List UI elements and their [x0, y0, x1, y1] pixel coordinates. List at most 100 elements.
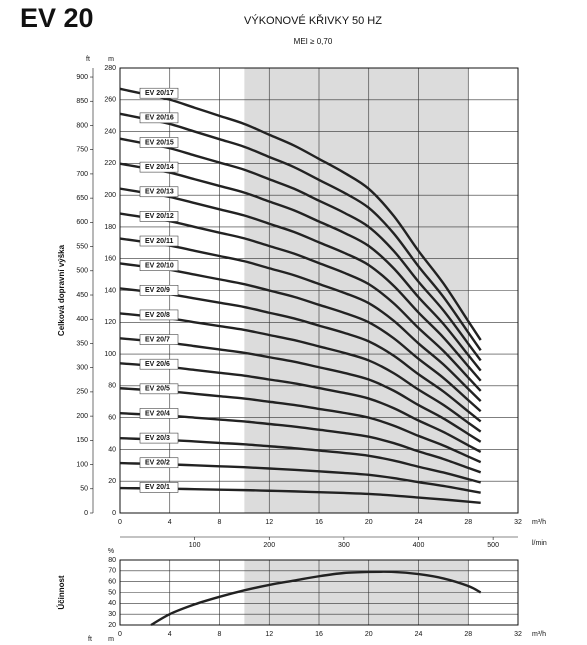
series-line [119, 486, 481, 505]
series-line [119, 411, 482, 474]
x-tick-label: 4 [168, 519, 172, 526]
series-label-box [139, 482, 179, 493]
y-tick-label: 60 [108, 414, 116, 421]
x-tick-label: 8 [218, 519, 222, 526]
series-label: EV 20/12 [145, 213, 174, 220]
x-tick-label: 8 [218, 631, 222, 638]
y-tick-label: 200 [104, 192, 116, 199]
series-label-box [139, 260, 179, 271]
y-tick-label: 20 [108, 478, 116, 485]
y2-tick-label: 600 [76, 219, 88, 226]
y2-tick-label: 50 [80, 486, 88, 493]
x-tick-label: 28 [464, 631, 472, 638]
y2-tick-label: 900 [76, 74, 88, 81]
y-tick-label: 180 [104, 224, 116, 231]
y2-tick-label: 350 [76, 340, 88, 347]
series-label: EV 20/13 [145, 189, 174, 196]
y2-tick-label: 800 [76, 122, 88, 129]
series-label-box [139, 211, 179, 222]
y2-tick-label: 0 [84, 510, 88, 517]
y-tick-label: 80 [108, 383, 116, 390]
series-line [119, 237, 482, 402]
y2-tick-label: 150 [76, 437, 88, 444]
y2-tick-label: 250 [76, 389, 88, 396]
y-tick-label: 40 [108, 446, 116, 453]
x2-unit: l/min [532, 540, 547, 547]
x-tick-label: 0 [118, 631, 122, 638]
series-label: EV 20/17 [145, 90, 174, 97]
series-label-box [139, 408, 179, 419]
series-line [119, 461, 481, 494]
corner-unit: m [108, 636, 114, 643]
series-label: EV 20/1 [145, 484, 170, 491]
y2-tick-label: 550 [76, 243, 88, 250]
x-tick-label: 16 [315, 631, 323, 638]
plot-frame [119, 67, 519, 514]
x-tick-label: 32 [514, 519, 522, 526]
series-label-box [139, 358, 179, 370]
x2-tick-label: 400 [413, 542, 425, 549]
x2-tick-label: 300 [338, 542, 350, 549]
series-line [119, 312, 482, 433]
y2-tick-label: 200 [76, 413, 88, 420]
y-tick-label: 70 [108, 568, 116, 575]
x2-tick-label: 100 [189, 542, 201, 549]
y-tick-label: 140 [104, 287, 116, 294]
series-label: EV 20/14 [145, 164, 174, 171]
series-label-box [139, 161, 179, 173]
y-tick-label: 20 [108, 622, 116, 629]
chart-subtitle: MEI ≥ 0,70 [294, 37, 333, 46]
y-tick-label: 50 [108, 589, 116, 596]
series-label-box [139, 235, 179, 247]
x-tick-label: 0 [118, 519, 122, 526]
y-unit: % [108, 548, 114, 555]
y2-tick-label: 850 [76, 98, 88, 105]
x-unit: m³/h [532, 631, 546, 638]
series-line [119, 87, 482, 341]
series-line [119, 112, 482, 351]
series-line [119, 262, 482, 413]
x-tick-label: 20 [365, 519, 373, 526]
y-tick-label: 30 [108, 611, 116, 618]
series-label-box [139, 284, 179, 296]
y2-tick-label: 400 [76, 316, 88, 323]
plot-frame [119, 559, 519, 626]
x2-tick-label: 500 [487, 542, 499, 549]
x-tick-label: 28 [464, 519, 472, 526]
series-label: EV 20/9 [145, 287, 170, 294]
y2-unit: ft [86, 56, 90, 63]
y2-tick-label: 650 [76, 195, 88, 202]
series-label-box [139, 137, 179, 148]
series-label-box [139, 87, 179, 99]
y2-tick-label: 750 [76, 147, 88, 154]
series-label-box [139, 432, 179, 444]
series-line [119, 337, 482, 443]
corner-unit: ft [88, 636, 92, 643]
y-tick-label: 40 [108, 600, 116, 607]
y-tick-label: 60 [108, 579, 116, 586]
series-label-box [139, 383, 179, 395]
x-tick-label: 24 [415, 631, 423, 638]
y-axis-label: Celková dopravní výška [57, 244, 66, 336]
series-label-box [139, 309, 179, 321]
y2-tick-label: 450 [76, 292, 88, 299]
x-unit: m³/h [532, 519, 546, 526]
x-tick-label: 32 [514, 631, 522, 638]
y2-tick-label: 100 [76, 461, 88, 468]
series-line [119, 212, 482, 392]
y-unit: m [108, 56, 114, 63]
y-tick-label: 120 [104, 319, 116, 326]
series-label: EV 20/6 [145, 361, 170, 368]
x-tick-label: 12 [265, 519, 273, 526]
series-line [150, 570, 482, 627]
x-tick-label: 16 [315, 519, 323, 526]
y-tick-label: 240 [104, 128, 116, 135]
x-tick-label: 20 [365, 631, 373, 638]
series-line [119, 387, 482, 464]
x-tick-label: 4 [168, 631, 172, 638]
series-label: EV 20/8 [145, 312, 170, 319]
y-tick-label: 260 [104, 97, 116, 104]
series-label-box [139, 186, 179, 198]
y-tick-label: 280 [104, 65, 116, 72]
